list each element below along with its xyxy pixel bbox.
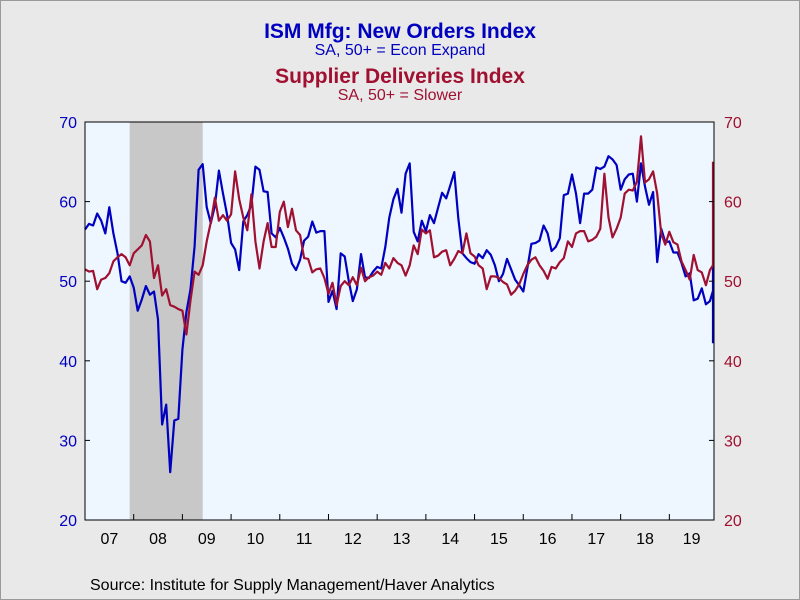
series-line-new-orders — [84, 155, 715, 474]
x-tick-label: 08 — [149, 531, 167, 548]
y-tick-label-right: 20 — [724, 513, 742, 530]
y-tick-label-right: 60 — [724, 195, 742, 212]
y-tick-label-left: 70 — [59, 115, 77, 132]
y-tick-label-left: 50 — [59, 274, 77, 291]
chart-title-2: Supplier Deliveries Index — [275, 65, 525, 88]
y-tick-label-left: 60 — [59, 195, 77, 212]
recession-shading — [129, 122, 203, 520]
x-tick-label: 12 — [344, 531, 362, 548]
x-tick-label: 15 — [490, 531, 508, 548]
chart-subtitle: SA, 50+ = Econ Expand — [314, 42, 486, 59]
x-tick-label: 16 — [539, 531, 557, 548]
y-tick-label-left: 20 — [59, 513, 77, 530]
y-tick-label-right: 70 — [724, 115, 742, 132]
x-tick-label: 18 — [636, 531, 654, 548]
plot-border — [84, 121, 715, 521]
y-tick-label-left: 30 — [59, 433, 77, 450]
chart-title: ISM Mfg: New Orders Index — [264, 20, 536, 43]
x-tick-label: 19 — [683, 531, 701, 548]
x-tick-label: 13 — [393, 531, 411, 548]
x-tick-label: 10 — [247, 531, 265, 548]
chart-subtitle-2: SA, 50+ = Slower — [337, 87, 463, 104]
x-tick-label: 17 — [587, 531, 605, 548]
y-tick-label-left: 40 — [59, 354, 77, 371]
source-note: Source: Institute for Supply Management/… — [90, 577, 495, 594]
y-tick-label-right: 50 — [724, 274, 742, 291]
x-tick-label: 09 — [198, 531, 216, 548]
x-tick-label: 07 — [100, 531, 118, 548]
x-tick-label: 11 — [296, 531, 313, 548]
y-tick-label-right: 40 — [724, 354, 742, 371]
y-tick-label-right: 30 — [724, 433, 742, 450]
x-tick-label: 14 — [441, 531, 459, 548]
series-line-supplier-deliveries — [84, 135, 715, 336]
